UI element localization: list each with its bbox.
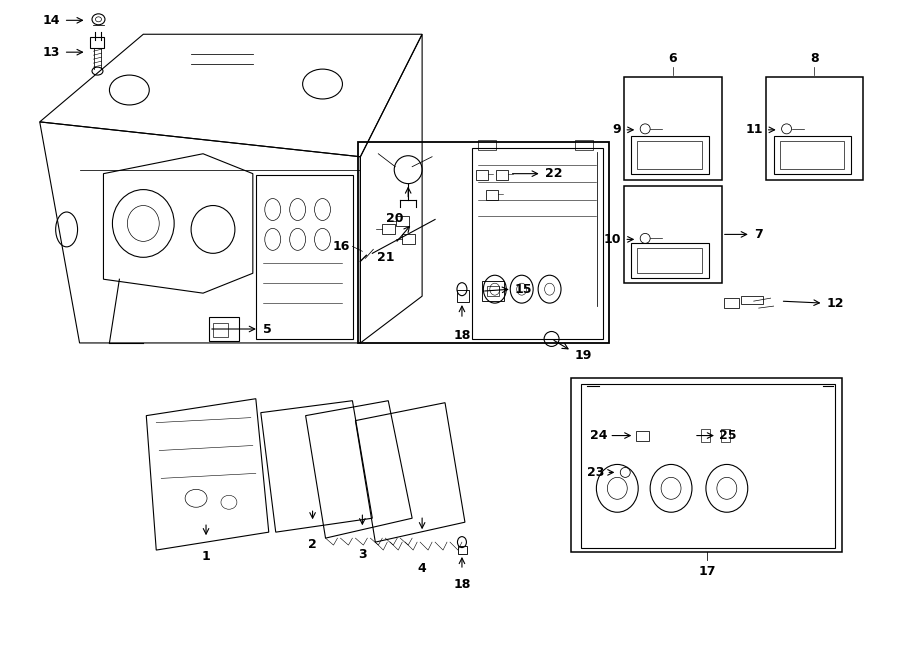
Text: 5: 5 [263, 323, 272, 336]
Bar [476, 170, 488, 180]
Text: 23: 23 [587, 466, 604, 479]
Bar [358, 142, 609, 343]
Bar [774, 136, 851, 174]
Bar [89, 37, 104, 48]
Text: 24: 24 [590, 429, 608, 442]
Text: 18: 18 [454, 578, 471, 591]
Bar [213, 323, 228, 337]
Bar [457, 290, 469, 302]
Bar [458, 546, 467, 554]
Bar [402, 235, 415, 245]
Text: 19: 19 [574, 350, 592, 362]
Bar [766, 77, 863, 180]
Bar [482, 281, 504, 301]
Bar [478, 140, 496, 150]
Bar [625, 186, 722, 283]
Text: 2: 2 [308, 538, 317, 551]
Text: 13: 13 [42, 46, 59, 59]
Bar [382, 225, 395, 235]
Text: 1: 1 [202, 550, 211, 563]
Bar [496, 170, 508, 180]
Text: 21: 21 [376, 251, 394, 264]
Text: 14: 14 [42, 14, 59, 27]
Text: 3: 3 [358, 548, 366, 561]
Text: 17: 17 [698, 565, 716, 578]
Bar [486, 190, 498, 200]
Bar [721, 428, 730, 442]
Bar [741, 296, 762, 304]
Bar [631, 136, 709, 174]
Bar [472, 148, 603, 339]
Bar [625, 77, 722, 180]
Bar [724, 298, 739, 308]
Bar [636, 430, 649, 440]
Bar [637, 141, 702, 169]
Text: 8: 8 [810, 52, 819, 65]
Text: 7: 7 [753, 228, 762, 241]
Bar [701, 428, 710, 442]
Bar [631, 243, 709, 278]
Text: 6: 6 [669, 52, 678, 65]
Text: 16: 16 [333, 240, 350, 253]
Text: 10: 10 [604, 233, 621, 246]
Bar [572, 378, 842, 552]
Bar [396, 217, 410, 227]
Bar [487, 286, 499, 296]
Text: 18: 18 [454, 329, 471, 342]
Bar [581, 384, 835, 548]
Text: 22: 22 [544, 167, 562, 180]
Text: 15: 15 [515, 283, 532, 295]
Text: 25: 25 [719, 429, 736, 442]
Text: 12: 12 [826, 297, 844, 309]
Bar [209, 317, 238, 341]
Bar [637, 249, 702, 273]
Bar [779, 141, 844, 169]
Bar [575, 140, 593, 150]
Text: 9: 9 [613, 124, 621, 136]
Text: 20: 20 [386, 212, 404, 225]
Text: 4: 4 [418, 562, 427, 575]
Text: 11: 11 [745, 124, 762, 136]
Bar [256, 175, 354, 339]
